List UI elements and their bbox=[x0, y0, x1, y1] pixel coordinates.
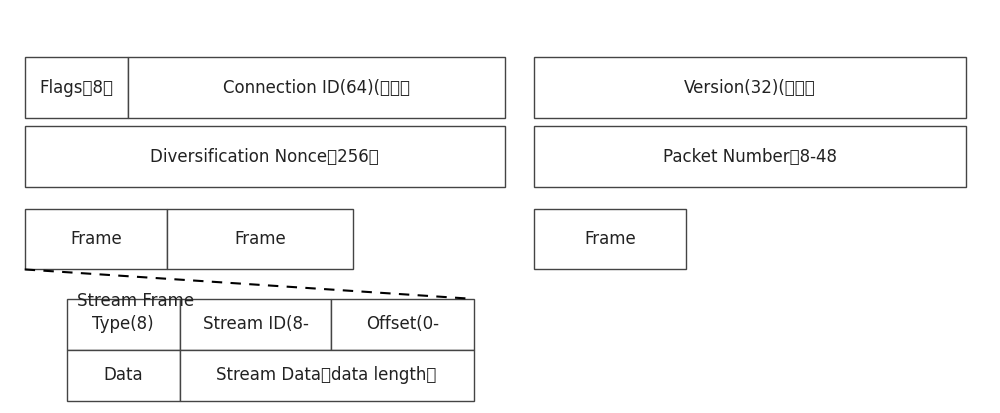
Text: Frame: Frame bbox=[70, 230, 122, 248]
Bar bbox=[167, 209, 353, 269]
Bar bbox=[67, 299, 180, 350]
Text: Version(32)(可选）: Version(32)(可选） bbox=[684, 79, 816, 97]
Text: Stream Data（data length）: Stream Data（data length） bbox=[216, 366, 437, 385]
Text: Stream ID(8-: Stream ID(8- bbox=[203, 316, 308, 333]
Text: Type(8): Type(8) bbox=[92, 316, 154, 333]
Bar bbox=[180, 350, 474, 401]
Text: Stream Frame: Stream Frame bbox=[77, 292, 194, 310]
Text: Connection ID(64)(可选）: Connection ID(64)(可选） bbox=[223, 79, 410, 97]
Text: Diversification Nonce（256）: Diversification Nonce（256） bbox=[150, 147, 379, 166]
Text: Packet Number（8-48: Packet Number（8-48 bbox=[663, 147, 837, 166]
Text: Frame: Frame bbox=[234, 230, 286, 248]
Text: Offset(0-: Offset(0- bbox=[366, 316, 439, 333]
Bar bbox=[25, 209, 167, 269]
Text: Frame: Frame bbox=[584, 230, 636, 248]
Bar bbox=[128, 57, 505, 118]
Bar bbox=[180, 299, 331, 350]
Bar bbox=[25, 126, 505, 187]
Text: Data: Data bbox=[103, 366, 143, 385]
Bar bbox=[534, 209, 686, 269]
Bar bbox=[67, 350, 180, 401]
Bar bbox=[534, 126, 966, 187]
Bar bbox=[534, 57, 966, 118]
Bar bbox=[25, 57, 128, 118]
Bar bbox=[331, 299, 474, 350]
Text: Flags（8）: Flags（8） bbox=[39, 79, 113, 97]
